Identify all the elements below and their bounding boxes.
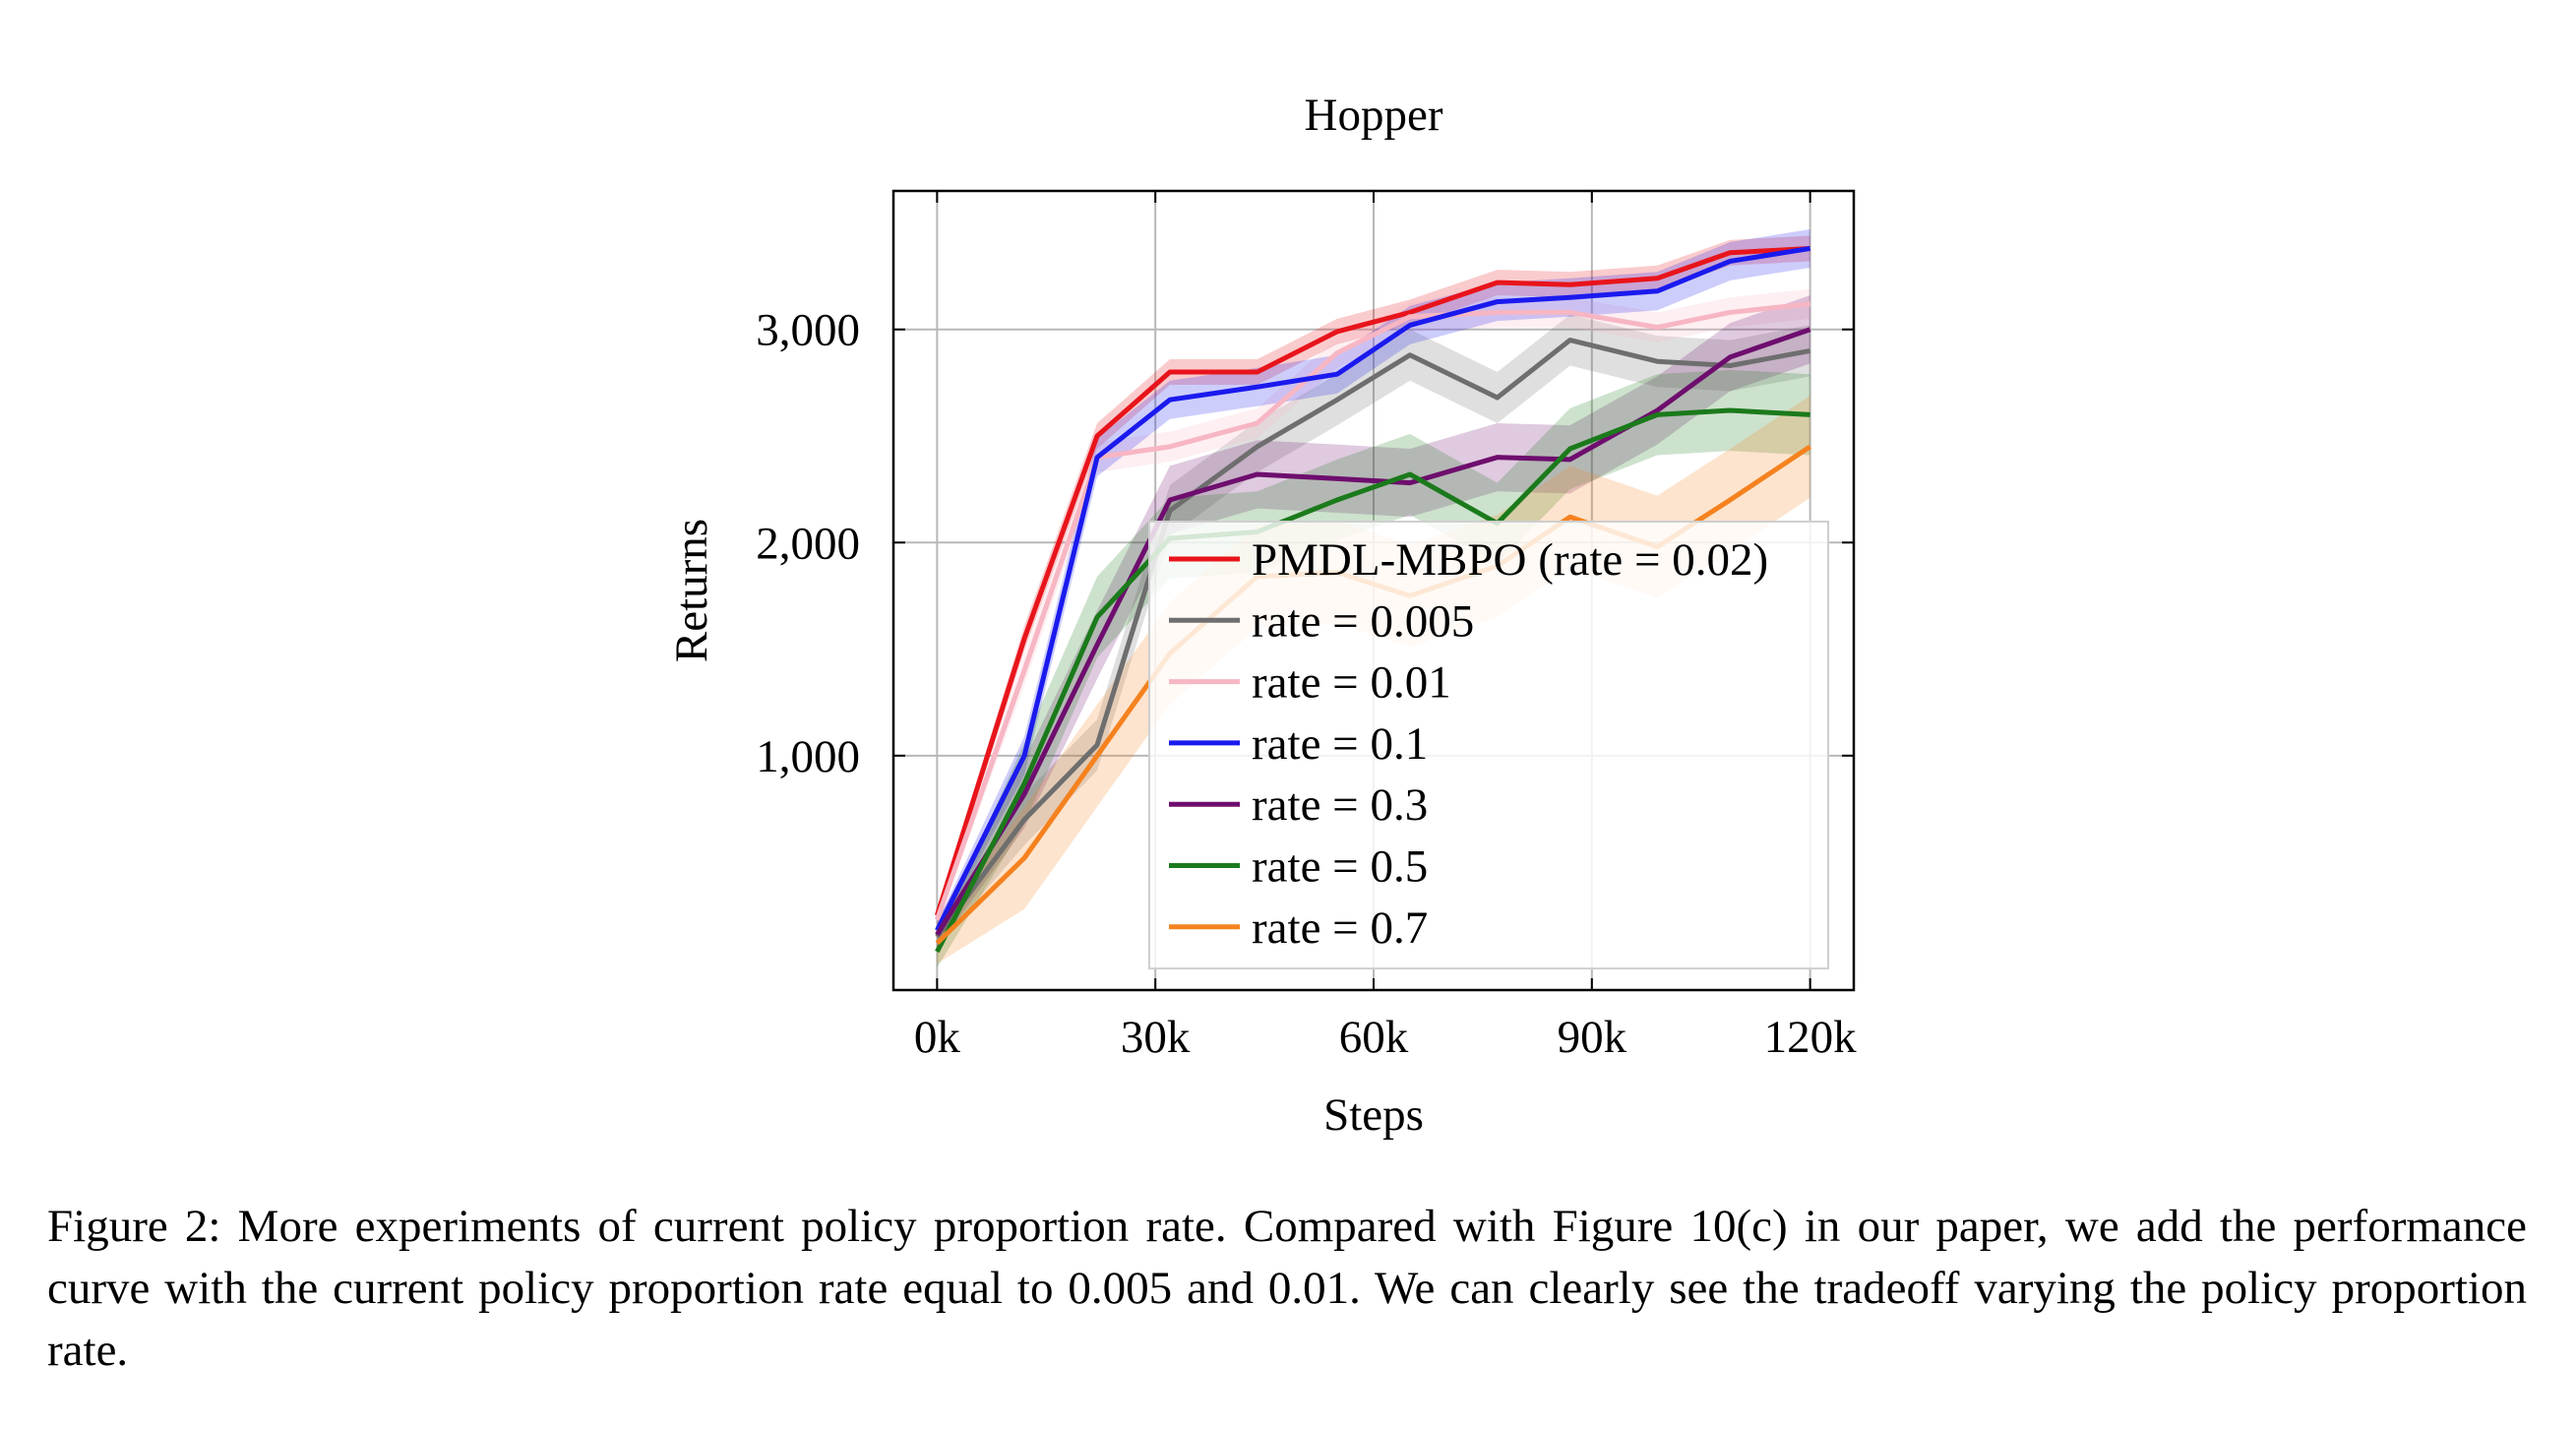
- series-band-1: [937, 314, 1810, 948]
- y-tick-label: 3,000: [756, 305, 860, 356]
- x-axis-label: Steps: [1323, 1089, 1424, 1141]
- series-line-3: [935, 245, 1811, 932]
- series-line-1: [935, 338, 1811, 939]
- axis-ticks: 0k 30k 60k 90k 120k 1,000 2,000 3,000: [756, 191, 1857, 1063]
- x-tick-label: 60k: [1339, 1012, 1409, 1063]
- legend-box: [1148, 521, 1829, 970]
- x-tick-label: 90k: [1558, 1012, 1627, 1063]
- series-line-4: [935, 327, 1811, 937]
- series-band-5: [937, 369, 1810, 968]
- legend-label: rate = 0.005: [1252, 595, 1474, 647]
- legend-label: rate = 0.5: [1252, 841, 1428, 893]
- series-line-5: [935, 407, 1810, 954]
- y-tick-label: 1,000: [756, 731, 860, 782]
- legend-label: PMDL-MBPO (rate = 0.02): [1252, 534, 1768, 586]
- y-axis-label: Returns: [666, 519, 717, 662]
- legend-label: rate = 0.01: [1252, 657, 1451, 709]
- chart-title: Hopper: [1305, 90, 1443, 141]
- x-tick-label: 120k: [1764, 1012, 1858, 1063]
- x-tick-label: 0k: [914, 1012, 961, 1063]
- chart: Hopper 0k 30k 60k 90k 120k 1,000 2,000 3,000 St…: [666, 90, 1857, 1141]
- y-tick-label: 2,000: [756, 518, 860, 569]
- series-band-4: [937, 295, 1810, 949]
- series-line-2: [935, 301, 1810, 921]
- x-tick-label: 30k: [1121, 1012, 1191, 1063]
- legend: PMDL-MBPO (rate = 0.02) rate = 0.005 rate …: [1148, 521, 1829, 970]
- legend-label: rate = 0.7: [1252, 902, 1428, 954]
- legend-label: rate = 0.3: [1252, 779, 1428, 831]
- figure-caption: Figure 2: More experiments of current po…: [47, 1201, 2527, 1376]
- series-band-3: [937, 228, 1810, 939]
- series-line-0: [934, 245, 1810, 916]
- legend-label: rate = 0.1: [1252, 718, 1428, 770]
